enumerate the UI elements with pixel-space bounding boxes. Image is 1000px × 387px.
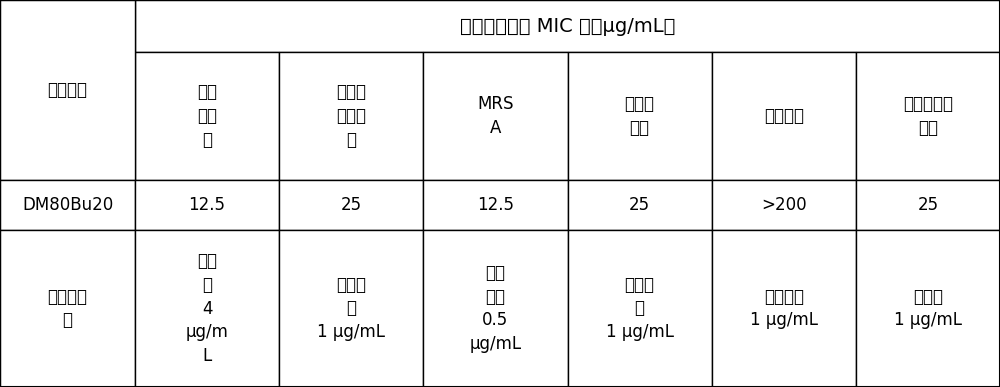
Bar	[712, 230, 856, 387]
Bar	[279, 180, 423, 230]
Bar	[712, 52, 856, 180]
Bar	[279, 52, 423, 180]
Bar	[712, 180, 856, 230]
Text: 抑菌成分: 抑菌成分	[48, 81, 88, 99]
Text: 万古霉素
1 μg/mL: 万古霉素 1 μg/mL	[750, 288, 818, 329]
Text: 万古
霉素
0.5
μg/mL: 万古 霉素 0.5 μg/mL	[469, 264, 521, 353]
Bar	[856, 52, 1000, 180]
Bar	[279, 230, 423, 387]
Text: 金黄色
葡萄球
菌: 金黄色 葡萄球 菌	[336, 84, 366, 149]
Bar	[0, 180, 135, 230]
Text: 洗必泰
1 μg/mL: 洗必泰 1 μg/mL	[894, 288, 962, 329]
Bar	[135, 52, 279, 180]
Text: 万古霉
素
1 μg/mL: 万古霉 素 1 μg/mL	[317, 276, 385, 341]
Text: 阳性对照
药: 阳性对照 药	[48, 288, 88, 329]
Bar	[856, 180, 1000, 230]
Text: DM80Bu20: DM80Bu20	[22, 196, 113, 214]
Bar	[135, 180, 279, 230]
Bar	[423, 52, 568, 180]
Bar	[0, 0, 135, 180]
Text: MRS
A: MRS A	[477, 95, 514, 137]
Bar	[856, 230, 1000, 387]
Bar	[568, 230, 712, 387]
Text: 最小抑菌浓度 MIC 值（μg/mL）: 最小抑菌浓度 MIC 值（μg/mL）	[460, 17, 675, 36]
Text: 万古霉
素
1 μg/mL: 万古霉 素 1 μg/mL	[606, 276, 674, 341]
Bar	[568, 52, 712, 180]
Bar	[423, 230, 568, 387]
Bar	[135, 0, 1000, 52]
Text: >200: >200	[761, 196, 807, 214]
Bar	[0, 230, 135, 387]
Text: 25: 25	[629, 196, 650, 214]
Text: 25: 25	[341, 196, 362, 214]
Text: 血链球菌: 血链球菌	[764, 107, 804, 125]
Text: 白色
念珠
菌: 白色 念珠 菌	[197, 84, 217, 149]
Text: 牙龈卟啉单
胞菌: 牙龈卟啉单 胞菌	[903, 95, 953, 137]
Text: 变异链
球菌: 变异链 球菌	[625, 95, 655, 137]
Bar	[423, 180, 568, 230]
Bar	[568, 180, 712, 230]
Text: 25: 25	[917, 196, 938, 214]
Bar	[135, 230, 279, 387]
Text: 12.5: 12.5	[189, 196, 226, 214]
Text: 12.5: 12.5	[477, 196, 514, 214]
Text: 益康
唑
4
μg/m
L: 益康 唑 4 μg/m L	[186, 252, 229, 365]
